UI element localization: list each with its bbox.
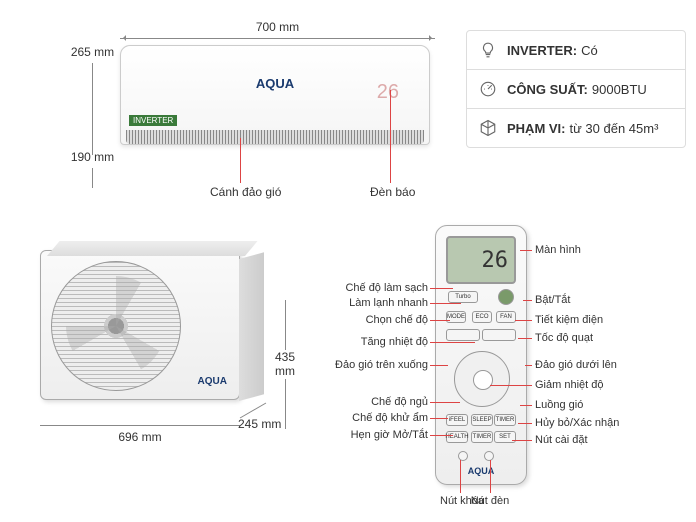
air-vent bbox=[126, 130, 424, 144]
set-button[interactable]: SET bbox=[494, 431, 516, 443]
remote-label-right: Tốc độ quạt bbox=[535, 332, 593, 344]
fan-blade bbox=[66, 276, 166, 376]
dim-value: 435 mm bbox=[270, 350, 300, 379]
lead-line bbox=[430, 342, 475, 343]
indoor-display: 26 bbox=[377, 81, 399, 104]
callout-led: Đèn báo bbox=[370, 185, 415, 199]
lead-line bbox=[430, 402, 460, 403]
remote-label-left: Chế độ làm sạch bbox=[345, 282, 428, 294]
cube-icon bbox=[479, 119, 497, 137]
indoor-unit: AQUA 26 INVERTER bbox=[120, 45, 430, 145]
specs-table: INVERTER: Có CÔNG SUẤT: 9000BTU PHẠM VI:… bbox=[466, 30, 686, 148]
spec-value: từ 30 đến 45m³ bbox=[570, 121, 659, 136]
spec-value: 9000BTU bbox=[592, 82, 647, 97]
dim-depth-value: 190 mm bbox=[71, 150, 114, 164]
lead-line bbox=[515, 320, 532, 321]
remote-label-bottom: Nút đèn bbox=[470, 495, 510, 507]
outdoor-unit-diagram: AQUA 435 mm 696 mm 245 mm bbox=[20, 250, 310, 490]
inverter-badge: INVERTER bbox=[129, 115, 177, 126]
light-button[interactable] bbox=[484, 451, 494, 461]
lead-line bbox=[490, 460, 491, 493]
spec-label: CÔNG SUẤT: bbox=[507, 82, 588, 97]
spec-label: PHẠM VI: bbox=[507, 121, 566, 136]
dim-depth-left: 190 mm bbox=[70, 150, 115, 192]
dim-width-value: 700 mm bbox=[256, 20, 299, 34]
ifeel-button[interactable]: iFEEL bbox=[446, 414, 468, 426]
lead-line bbox=[512, 440, 532, 441]
remote-label-left: Hẹn giờ Mở/Tắt bbox=[351, 429, 428, 441]
dim-height-left: 265 mm bbox=[70, 45, 115, 159]
remote-diagram: 26 Turbo MODE ECO FAN iFEEL SLEEP TIMER … bbox=[320, 220, 680, 520]
lead-line bbox=[520, 250, 532, 251]
swing-v-button[interactable] bbox=[446, 329, 480, 341]
remote-label-left: Đảo gió trên xuống bbox=[335, 359, 428, 371]
spec-row: CÔNG SUẤT: 9000BTU bbox=[467, 70, 685, 109]
dim-value: 696 mm bbox=[118, 430, 161, 444]
lead-line bbox=[490, 385, 532, 386]
remote-label-left: Làm lạnh nhanh bbox=[349, 297, 428, 309]
lead-line bbox=[430, 320, 450, 321]
outdoor-brand: AQUA bbox=[198, 376, 227, 387]
dim-value: 245 mm bbox=[238, 417, 281, 431]
mode-button[interactable]: MODE bbox=[446, 311, 466, 323]
dim-width-top: 700 mm bbox=[120, 20, 435, 39]
indoor-unit-diagram: 700 mm 265 mm 190 mm AQUA 26 INVERTER Cá… bbox=[70, 20, 435, 210]
remote-label-right: Giảm nhiệt độ bbox=[535, 379, 603, 391]
lead-line bbox=[430, 365, 448, 366]
lead-line bbox=[430, 303, 461, 304]
lead-line bbox=[518, 423, 532, 424]
remote-label-right: Đảo gió dưới lên bbox=[535, 359, 617, 371]
remote-screen: 26 bbox=[446, 236, 516, 284]
lead-line bbox=[525, 365, 532, 366]
callout-line-vent bbox=[240, 138, 241, 183]
remote-temp: 26 bbox=[482, 248, 509, 273]
callout-vent: Cánh đảo gió bbox=[210, 185, 281, 199]
spec-row: INVERTER: Có bbox=[467, 31, 685, 70]
power-button[interactable] bbox=[498, 289, 514, 305]
remote-label-right: Luồng gió bbox=[535, 399, 583, 411]
bulb-icon bbox=[479, 41, 497, 59]
eco-button[interactable]: ECO bbox=[472, 311, 492, 323]
lead-line bbox=[523, 300, 532, 301]
lead-line bbox=[430, 288, 453, 289]
callout-line-led bbox=[390, 90, 391, 183]
timer2-button[interactable]: TIMER bbox=[471, 431, 493, 443]
remote-brand: AQUA bbox=[436, 466, 526, 476]
dim-outdoor-depth: 245 mm bbox=[238, 410, 281, 431]
gauge-icon bbox=[479, 80, 497, 98]
lead-line bbox=[430, 435, 453, 436]
lead-line bbox=[430, 418, 448, 419]
remote-label-left: Chế độ ngủ bbox=[371, 396, 428, 408]
indoor-brand: AQUA bbox=[256, 76, 294, 91]
turbo-button[interactable]: Turbo bbox=[448, 291, 478, 303]
lead-line bbox=[520, 405, 532, 406]
remote-label-left: Chế độ khử ẩm bbox=[352, 412, 428, 424]
spec-row: PHẠM VI: từ 30 đến 45m³ bbox=[467, 109, 685, 147]
remote-control: 26 Turbo MODE ECO FAN iFEEL SLEEP TIMER … bbox=[435, 225, 527, 485]
lead-line bbox=[460, 460, 461, 493]
spec-value: Có bbox=[581, 43, 598, 58]
remote-label-right: Tiết kiệm điện bbox=[535, 314, 603, 326]
dpad[interactable] bbox=[454, 351, 510, 407]
lead-line bbox=[518, 338, 532, 339]
remote-label-left: Chọn chế độ bbox=[366, 314, 428, 326]
outdoor-unit: AQUA bbox=[40, 250, 240, 400]
remote-label-right: Bật/Tắt bbox=[535, 294, 570, 306]
remote-label-right: Nút cài đặt bbox=[535, 434, 588, 446]
dim-height-value: 265 mm bbox=[71, 45, 114, 59]
swing-h-button[interactable] bbox=[482, 329, 516, 341]
remote-label-right: Màn hình bbox=[535, 244, 581, 256]
fan-button[interactable]: FAN bbox=[496, 311, 516, 323]
health-button[interactable]: HEALTH bbox=[446, 431, 468, 443]
remote-label-right: Hủy bỏ/Xác nhận bbox=[535, 417, 619, 429]
spec-label: INVERTER: bbox=[507, 43, 577, 58]
sleep-button[interactable]: SLEEP bbox=[471, 414, 493, 426]
remote-label-left: Tăng nhiệt độ bbox=[361, 336, 428, 348]
timer-button[interactable]: TIMER bbox=[494, 414, 516, 426]
dim-outdoor-width: 696 mm bbox=[40, 425, 240, 444]
